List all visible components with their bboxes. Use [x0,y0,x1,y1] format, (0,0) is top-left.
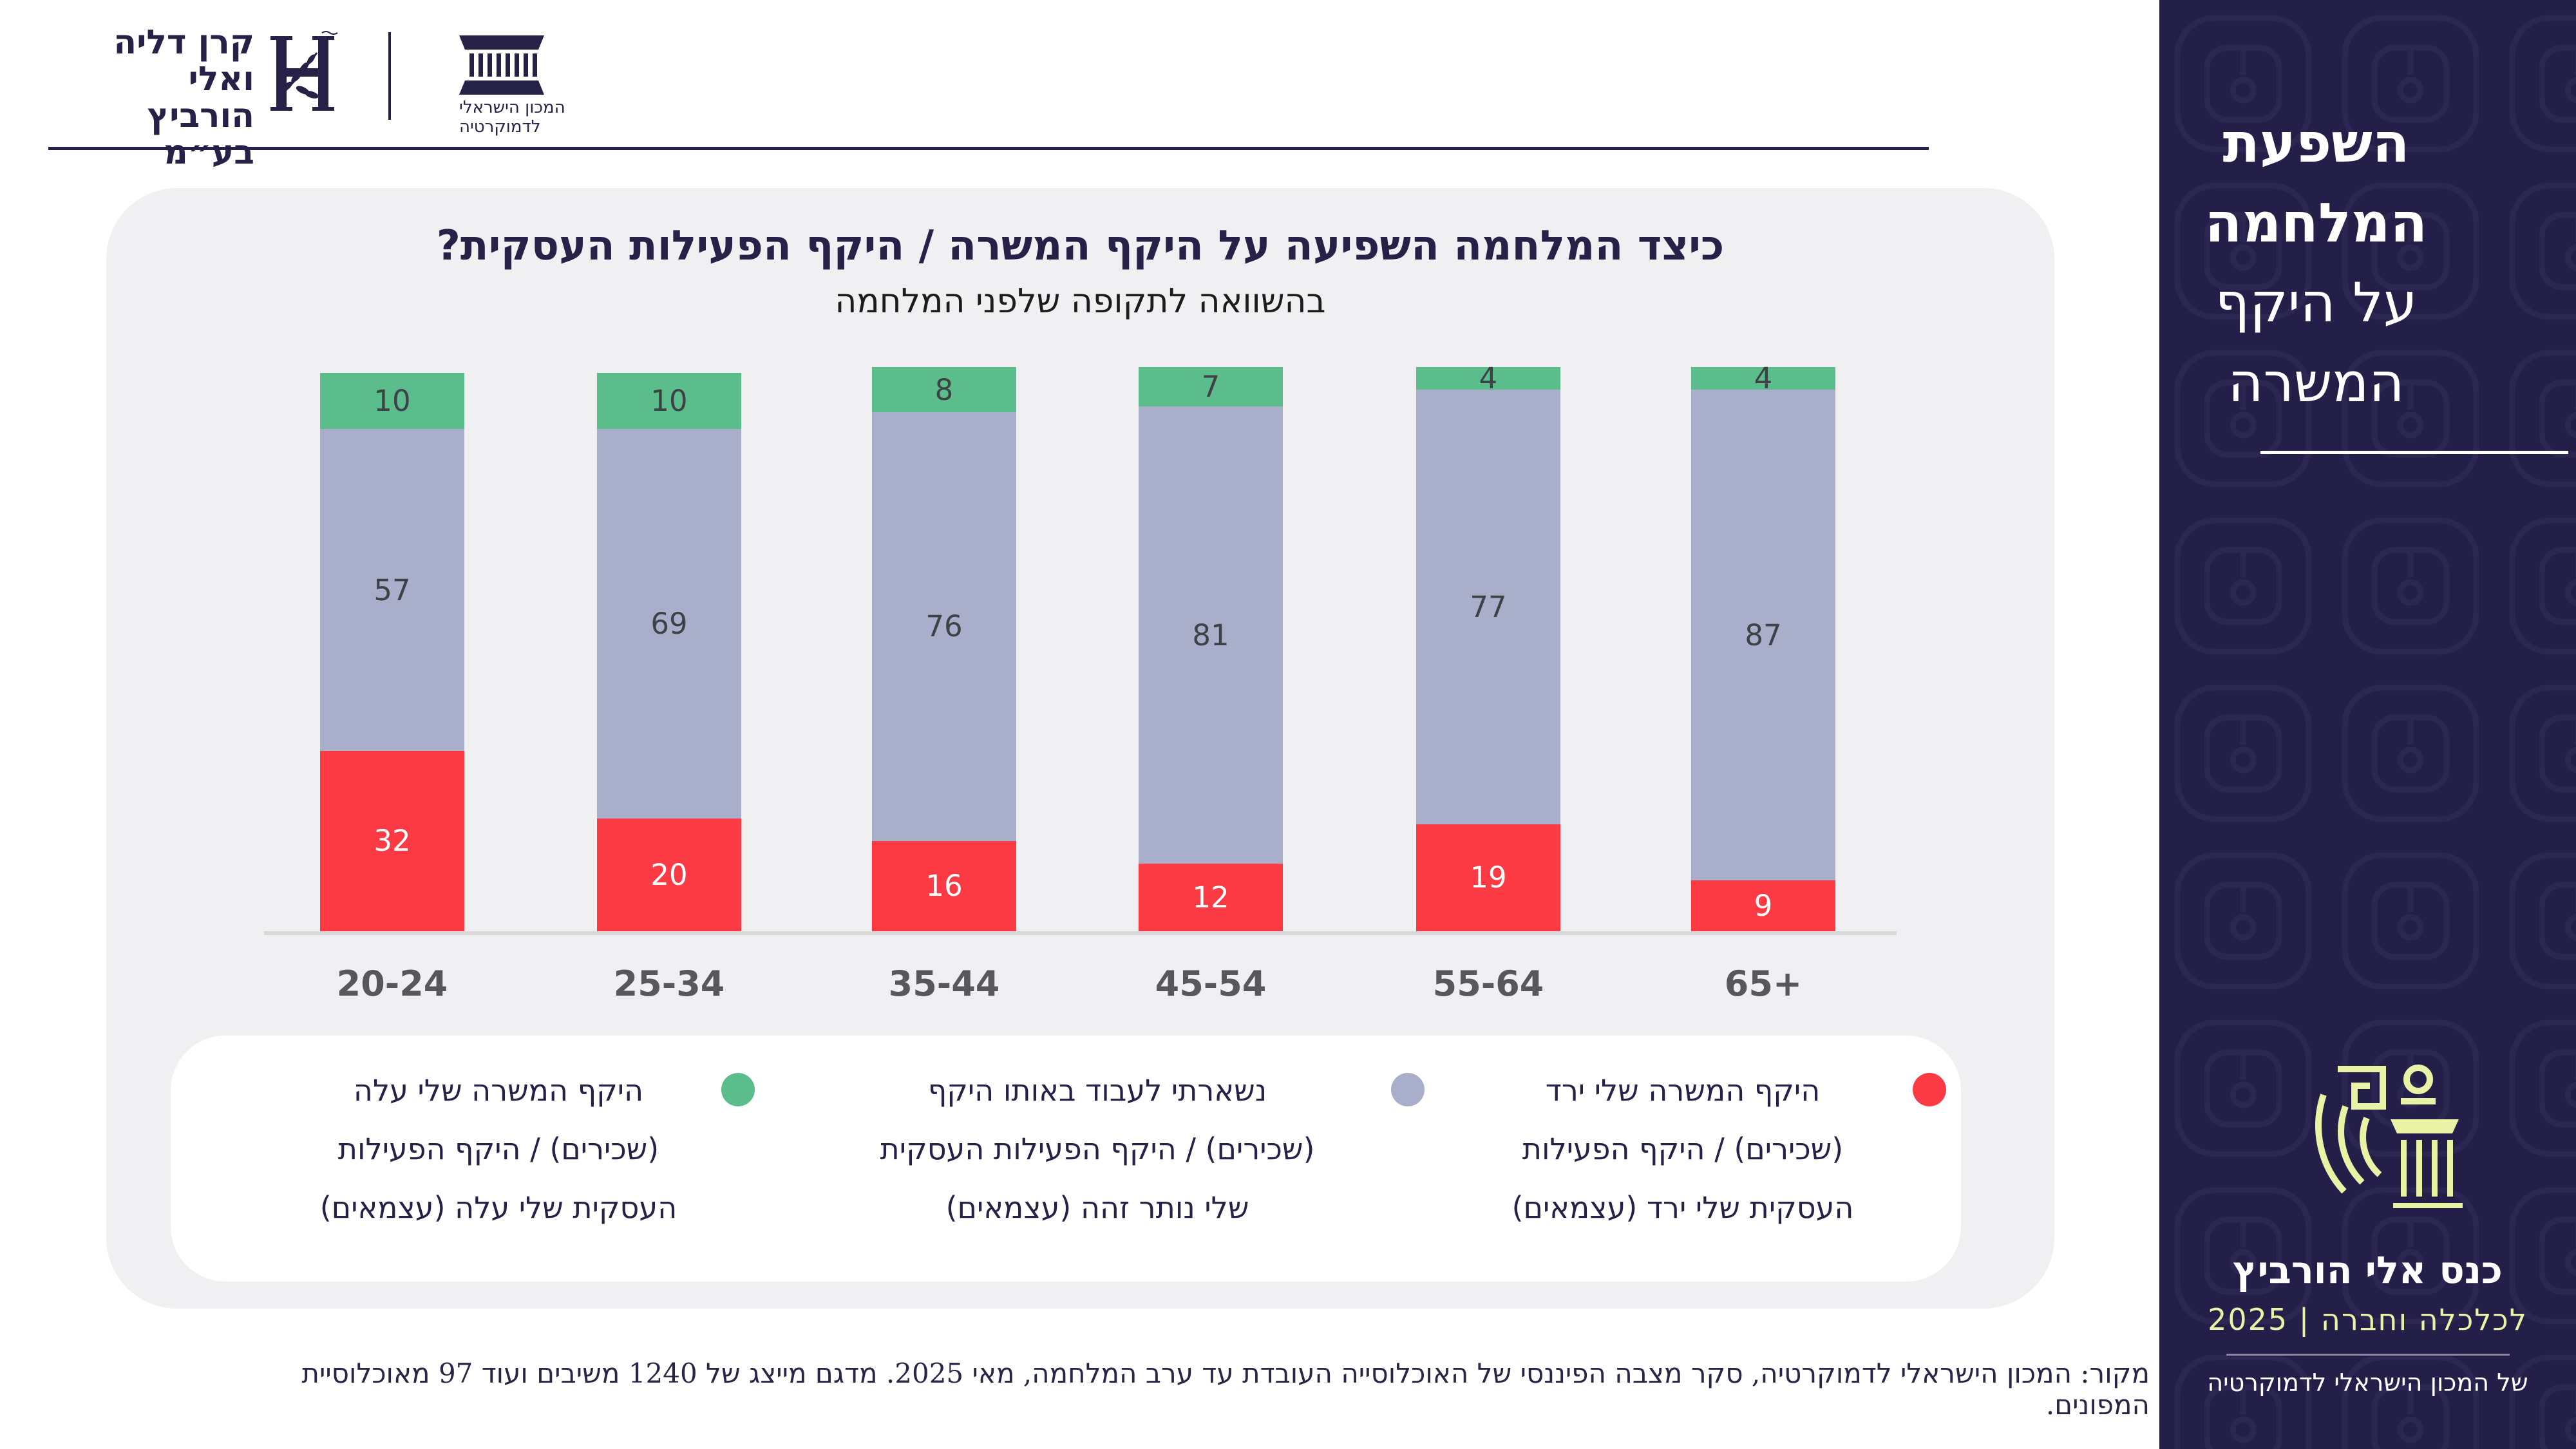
bar-55-64: 4 77 19 [1416,361,1560,931]
bar-value-label: 81 [1192,618,1229,652]
bar-value-label: 4 [1479,361,1498,396]
category-label: 45-54 [1155,963,1267,1004]
conference-logo-icon [2315,1065,2463,1208]
legend-label: היקף המשרה שלי עלה (שכירים) / היקף הפעילו… [319,1073,677,1225]
bar-segment: 4 [1691,361,1835,396]
funder-logo-text: קרן דליה ואלי הורביץ בע״מ [61,24,254,171]
bar-segment: 12 [1139,863,1283,931]
bar-segment: 20 [597,818,741,931]
category-label: 20-24 [336,963,448,1004]
bar-segment: 8 [872,367,1016,413]
x-axis-line [264,931,1897,935]
source-note: מקור: המכון הישראלי לדמוקרטיה, סקר מצבה … [301,1358,2150,1421]
chart-subtitle: בהשוואה לתקופה שלפני המלחמה [835,282,1326,321]
sidebar: השפעת המלחמה על היקף המשרה [2159,0,2576,1449]
sidebar-title-line4: המשרה [2228,351,2405,414]
bar-value-label: 10 [374,384,411,419]
idi-logo-line2: לדמוקרטיה [459,117,541,137]
sidebar-title-line2: המלחמה [2204,191,2428,254]
category-label: 25-34 [613,963,725,1004]
bar-segment: 77 [1416,390,1560,824]
bar-segment: 4 [1416,361,1560,396]
bar-value-label: 10 [650,384,688,419]
bar-25-34: 10 69 20 [597,372,741,931]
sidebar-title: השפעת המלחמה על היקף המשרה [2159,103,2473,422]
bar-value-label: 76 [925,609,963,644]
conference-org: של המכון הישראלי לדמוקרטיה [2207,1368,2528,1397]
bar-35-44: 8 76 16 [872,367,1016,931]
bar-20-24: 10 57 32 [320,372,464,931]
bar-65+: 4 87 9 [1691,361,1835,931]
bar-segment: 87 [1691,390,1835,881]
header-rule [48,147,1929,150]
sidebar-title-line1: השפעת [2222,111,2410,175]
bar-segment: 32 [320,750,464,931]
conference-logo-block: כנס אלי הורביץ לכלכלה וחברה | 2025 של המ… [2159,1061,2576,1397]
bar-value-label: 20 [650,857,688,892]
bar-value-label: 9 [1754,889,1773,923]
category-label: 35-44 [888,963,1000,1004]
legend-item: היקף המשרה שלי עלה (שכירים) / היקף הפעילו… [291,1061,755,1237]
chart-title: כיצד המלחמה השפיעה על היקף המשרה / היקף … [436,222,1725,270]
bar-segment: 19 [1416,824,1560,931]
bar-value-label: 7 [1201,370,1220,404]
funder-logo-line2: הורביץ בע״מ [147,97,254,172]
bar-value-label: 69 [650,607,688,641]
bar-value-label: 8 [934,372,954,407]
legend-box [171,1036,1961,1282]
bar-value-label: 87 [1745,618,1782,652]
idi-logo-text: המכון הישראלי לדמוקרטיה [459,98,575,137]
bar-value-label: 77 [1470,589,1507,624]
legend-dot-icon [1391,1073,1425,1106]
bar-segment: 16 [872,840,1016,931]
legend-label: נשארתי לעבוד באותו היקף (שכירים) / היקף ה… [880,1073,1315,1225]
idi-column-logo-icon [459,35,544,95]
bar-segment: 69 [597,429,741,819]
bar-segment: 76 [872,412,1016,841]
bar-value-label: 57 [374,573,411,607]
legend-item: נשארתי לעבוד באותו היקף (שכירים) / היקף ה… [819,1061,1425,1237]
header-logo-divider [388,32,391,120]
legend-dot-icon [1913,1073,1946,1106]
conference-subtitle: לכלכלה וחברה | 2025 [2208,1302,2528,1337]
legend-dot-icon [721,1073,755,1106]
h-logo-flourish [321,31,338,35]
bar-value-label: 4 [1754,361,1773,396]
bar-segment: 10 [597,372,741,430]
sidebar-title-line3: על היקף [2215,271,2418,334]
category-label: 55-64 [1432,963,1544,1004]
legend-item: היקף המשרה שלי ירד (שכירים) / היקף הפעילו… [1468,1061,1946,1237]
legend-label: היקף המשרה שלי ירד (שכירים) / היקף הפעילו… [1511,1073,1854,1225]
conference-divider [2226,1354,2510,1356]
sidebar-title-underline [2260,451,2568,454]
bar-45-54: 7 81 12 [1139,367,1283,931]
bar-segment: 81 [1139,406,1283,864]
funder-logo-line1: קרן דליה ואלי [113,23,254,99]
bar-value-label: 16 [925,869,963,904]
bar-segment: 57 [320,429,464,751]
conference-name: כנס אלי הורביץ [2233,1248,2503,1292]
bar-segment: 9 [1691,880,1835,931]
bar-segment: 7 [1139,367,1283,407]
horvitz-h-logo-icon [270,31,338,111]
bar-value-label: 12 [1192,880,1229,914]
category-label: 65+ [1724,963,1803,1004]
bar-segment: 10 [320,372,464,430]
sidebar-pattern [2159,0,2576,1449]
bar-value-label: 32 [374,824,411,858]
bar-value-label: 19 [1470,860,1507,895]
idi-logo-line1: המכון הישראלי [459,98,565,117]
